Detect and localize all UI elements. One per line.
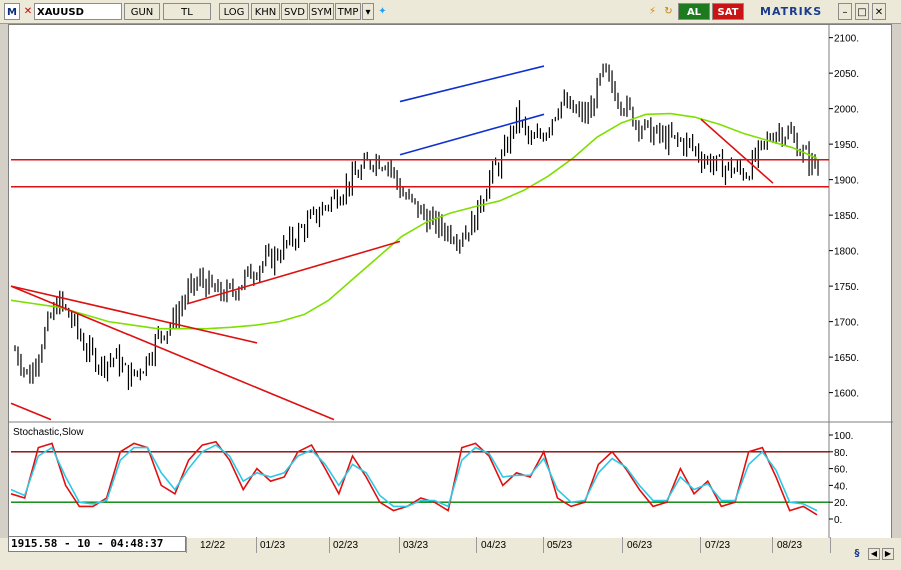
y-tick-label: 2000. — [834, 105, 859, 116]
trendline — [10, 285, 258, 344]
status-readout: 1915.58 - 10 - 04:48:37 — [8, 536, 186, 552]
x-tick-label: 01/23 — [260, 540, 286, 551]
scroll-left-icon[interactable]: ◀ — [868, 548, 880, 560]
svd-button[interactable]: SVD — [281, 3, 308, 20]
chart-svg[interactable]: 1600. 1650. 1700. 1750. 1800. 1850. 1900. 1950.… — [9, 25, 893, 540]
y-tick-label: 1950. — [834, 140, 859, 151]
y-tick-label: 2050. — [834, 69, 859, 80]
sym-button[interactable]: SYM — [309, 3, 334, 20]
maximize-button[interactable]: □ — [855, 3, 869, 20]
minimize-button[interactable]: – — [838, 3, 852, 20]
osc-y-tick-label: 0. — [834, 515, 842, 526]
chart-area[interactable]: 1600. 1650. 1700. 1750. 1800. 1850. 1900. 1950.… — [8, 24, 893, 540]
settings-icon[interactable]: § — [850, 545, 864, 562]
trendline — [186, 240, 401, 305]
moving-average-line — [10, 112, 818, 330]
osc-y-tick-label: 40. — [834, 481, 848, 492]
logo-button[interactable]: M — [4, 3, 20, 20]
x-tick-label: 07/23 — [705, 540, 731, 551]
gun-button[interactable]: GUN — [124, 3, 160, 20]
close-icon[interactable]: ✕ — [23, 6, 33, 17]
y-tick-label: 1750. — [834, 282, 859, 293]
log-button[interactable]: LOG — [219, 3, 249, 20]
refresh-icon[interactable]: ↻ — [662, 3, 675, 20]
x-tick-label: 08/23 — [777, 540, 803, 551]
brand-logo: MATRIKS — [760, 5, 823, 18]
y-tick-label: 1900. — [834, 176, 859, 187]
x-tick-label: 02/23 — [333, 540, 359, 551]
y-tick-label: 1700. — [834, 318, 859, 329]
dropdown-icon[interactable]: ▾ — [362, 3, 374, 20]
trendline — [399, 65, 545, 103]
x-tick-label: 12/22 — [200, 540, 226, 551]
symbol-field[interactable]: XAUUSD — [34, 3, 122, 20]
osc-y-tick-label: 100. — [834, 431, 853, 442]
y-tick-label: 1600. — [834, 389, 859, 400]
trendline — [10, 402, 52, 421]
tmp-button[interactable]: TMP — [335, 3, 361, 20]
x-tick-label: 03/23 — [403, 540, 429, 551]
osc-y-tick-label: 80. — [834, 448, 848, 459]
oscillator-series-line — [10, 444, 818, 512]
y-tick-label: 1650. — [834, 353, 859, 364]
x-tick-label: 05/23 — [547, 540, 573, 551]
x-tick-label: 06/23 — [627, 540, 653, 551]
khn-button[interactable]: KHN — [251, 3, 280, 20]
y-tick-label: 1850. — [834, 211, 859, 222]
buy-button[interactable]: AL — [678, 3, 710, 20]
y-tick-label: 2100. — [834, 34, 859, 45]
scroll-right-icon[interactable]: ▶ — [882, 548, 894, 560]
osc-y-tick-label: 60. — [834, 465, 848, 476]
sell-button[interactable]: SAT — [712, 3, 744, 20]
trendline — [399, 113, 545, 156]
x-tick-label: 04/23 — [481, 540, 507, 551]
trendline — [700, 118, 774, 184]
oscillator-title: Stochastic,Slow — [13, 427, 84, 438]
trendline — [10, 285, 335, 421]
toolbar: M ✕ XAUUSD GUN TL LOG KHN SVD SYM TMP ▾ … — [0, 0, 901, 36]
twitter-icon[interactable]: ✦ — [376, 3, 389, 20]
tl-button[interactable]: TL — [163, 3, 211, 20]
flash-icon[interactable]: ⚡ — [646, 3, 659, 20]
osc-y-tick-label: 20. — [834, 498, 848, 509]
close-button[interactable]: ✕ — [872, 3, 886, 20]
y-tick-label: 1800. — [834, 247, 859, 258]
